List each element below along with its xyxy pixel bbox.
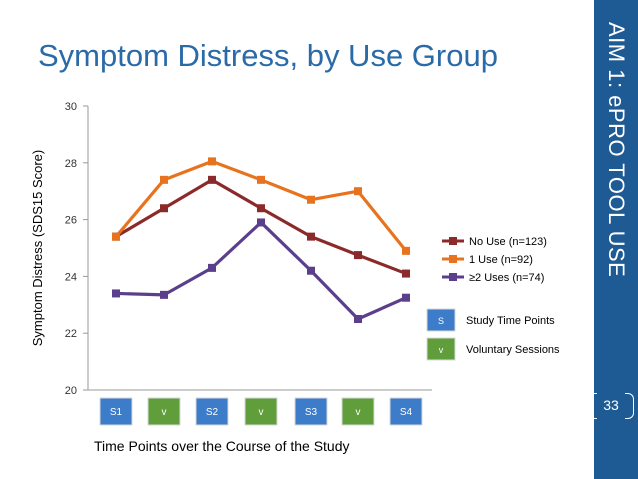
legend-swatch-marker [449, 237, 457, 245]
data-point [402, 293, 410, 302]
y-tick-label: 30 [65, 101, 77, 113]
data-point [402, 269, 410, 278]
study-time-point-box: S2 [195, 397, 229, 426]
x-tick-label: v [259, 407, 264, 418]
y-tick-label: 24 [65, 271, 77, 283]
voluntary-session-box: v [244, 397, 278, 426]
key-box [426, 308, 456, 332]
data-point [354, 187, 362, 196]
key-label: Study Time Points [466, 315, 555, 327]
right-bracket [625, 393, 634, 419]
legend-swatch-marker [449, 255, 457, 263]
legend-entry: 1 Use (n=92) [442, 254, 533, 266]
data-point [402, 246, 410, 255]
series-line-2 [115, 220, 407, 321]
legend-entry: ≥2 Uses (n=74) [442, 272, 544, 284]
legend-swatch-marker [449, 273, 457, 281]
y-axis-label: Symptom Distress (SDS15 Score) [30, 150, 45, 347]
y-tick-label: 28 [65, 158, 77, 170]
y-tick-label: 26 [65, 215, 77, 227]
study-time-point-box: S3 [294, 397, 328, 426]
key-study-time-points: S Study Time Points [426, 308, 555, 332]
series-line-0 [115, 178, 407, 276]
y-tick-label: 22 [65, 328, 77, 340]
sidebar-title: AIM 1: ePRO TOOL USE [604, 22, 629, 278]
category-box-bg [147, 397, 181, 426]
key-symbol: v [439, 345, 444, 355]
line-chart: 20 22 24 26 28 30 Symptom Distress (SDS15 Scor… [30, 101, 560, 454]
category-box-bg [294, 397, 328, 426]
key-voluntary-sessions: v Voluntary Sessions [426, 337, 560, 361]
category-box-bg [244, 397, 278, 426]
data-point [160, 204, 168, 213]
voluntary-session-box: v [147, 397, 181, 426]
data-point [208, 263, 216, 272]
category-box-bg [99, 397, 133, 426]
legend-label: 1 Use (n=92) [469, 254, 533, 266]
data-point [307, 195, 315, 204]
category-box-bg [341, 397, 375, 426]
x-tick-label: S4 [400, 407, 413, 418]
x-axis-label: Time Points over the Course of the Study [94, 438, 350, 454]
data-point [307, 232, 315, 241]
x-tick-label: v [162, 407, 167, 418]
data-point [257, 175, 265, 184]
data-point [354, 315, 362, 323]
page-number: 33 [603, 397, 619, 413]
voluntary-session-box: v [341, 397, 375, 426]
slide-title: Symptom Distress, by Use Group [38, 38, 498, 73]
study-time-point-box: S1 [99, 397, 133, 426]
data-point [112, 232, 120, 241]
legend-label: No Use (n=123) [469, 236, 547, 248]
sidebar-band: AIM 1: ePRO TOOL USE [594, 0, 638, 479]
category-box-bg [389, 397, 423, 426]
data-point [208, 157, 216, 166]
key-box [426, 337, 456, 361]
x-tick-label: v [356, 407, 361, 418]
data-point [208, 175, 216, 184]
data-point [354, 251, 362, 260]
y-tick-label: 20 [65, 385, 77, 397]
legend-label: ≥2 Uses (n=74) [469, 272, 544, 284]
left-bracket [588, 393, 597, 419]
legend-entry: No Use (n=123) [442, 236, 547, 248]
data-point [257, 218, 265, 227]
data-point [307, 266, 315, 275]
page-number-badge: 33 [588, 393, 634, 421]
x-tick-label: S2 [206, 407, 219, 418]
x-tick-label: S1 [110, 407, 123, 418]
data-point [160, 175, 168, 184]
data-point [112, 289, 120, 298]
x-tick-label: S3 [305, 407, 318, 418]
study-time-point-box: S4 [389, 397, 423, 426]
data-point [160, 290, 168, 299]
data-point [257, 204, 265, 213]
category-box-bg [195, 397, 229, 426]
key-symbol: S [438, 316, 444, 326]
key-label: Voluntary Sessions [466, 344, 560, 356]
